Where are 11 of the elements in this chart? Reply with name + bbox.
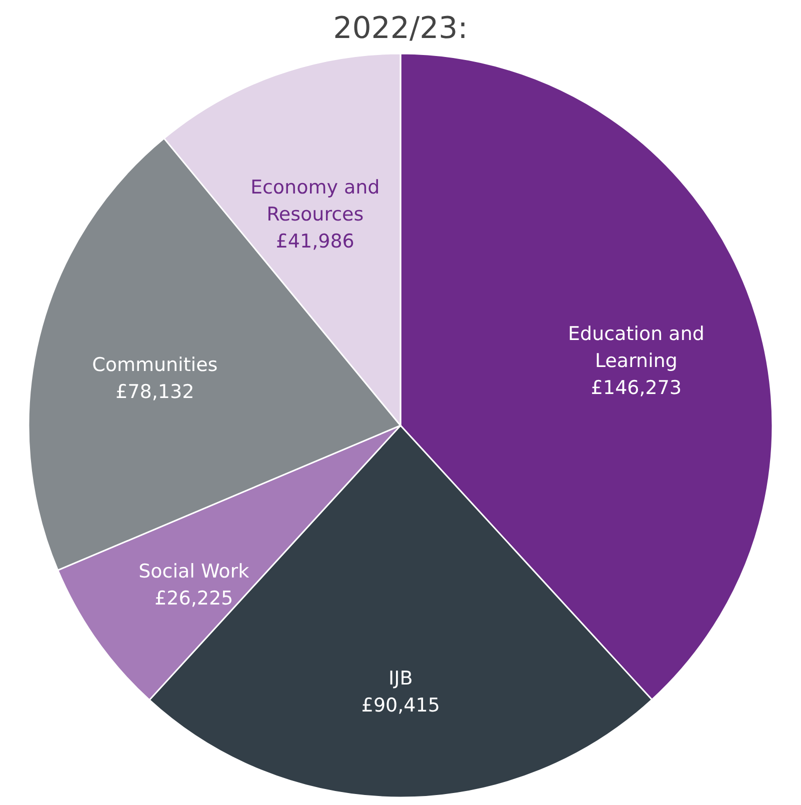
data-label: £78,132 [116, 381, 194, 404]
slice-label: Economy and Resources [250, 176, 380, 226]
data-label: £90,415 [361, 694, 440, 716]
chart-title: 2022/23: [333, 11, 468, 46]
data-label: £146,273 [590, 376, 682, 399]
slice-label: Education and Learning [568, 322, 704, 372]
slice-label: Communities [92, 354, 218, 376]
slice-label: Social Work [138, 560, 250, 582]
slice-label: IJB [388, 667, 413, 690]
data-label: £41,986 [276, 230, 354, 252]
data-label: £26,225 [154, 587, 234, 610]
